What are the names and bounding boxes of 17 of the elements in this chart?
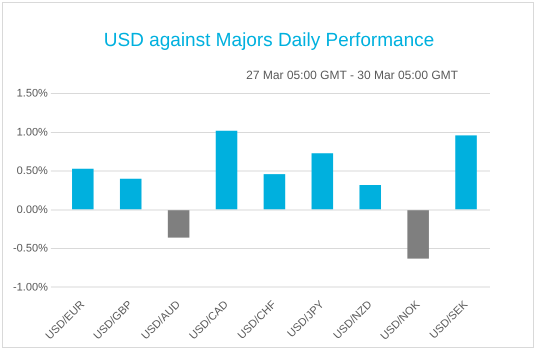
bar — [455, 135, 477, 210]
chart-subtitle: 27 Mar 05:00 GMT - 30 Mar 05:00 GMT — [246, 68, 458, 82]
y-tick-label: 0.50% — [16, 165, 48, 178]
bar — [72, 168, 94, 210]
bar — [312, 153, 334, 210]
bar — [216, 130, 238, 210]
y-tick-label: 1.50% — [16, 88, 48, 100]
y-tick-label: 1.00% — [16, 126, 48, 138]
bar — [264, 174, 286, 210]
chart-title: USD against Majors Daily Performance — [102, 30, 436, 52]
y-tick-label: -0.50% — [12, 242, 48, 255]
bar — [168, 210, 190, 238]
bar — [359, 184, 382, 210]
bar — [407, 210, 429, 259]
y-tick-label: -1.00% — [12, 281, 48, 294]
bar — [120, 178, 142, 210]
y-tick-label: 0.00% — [16, 204, 48, 216]
